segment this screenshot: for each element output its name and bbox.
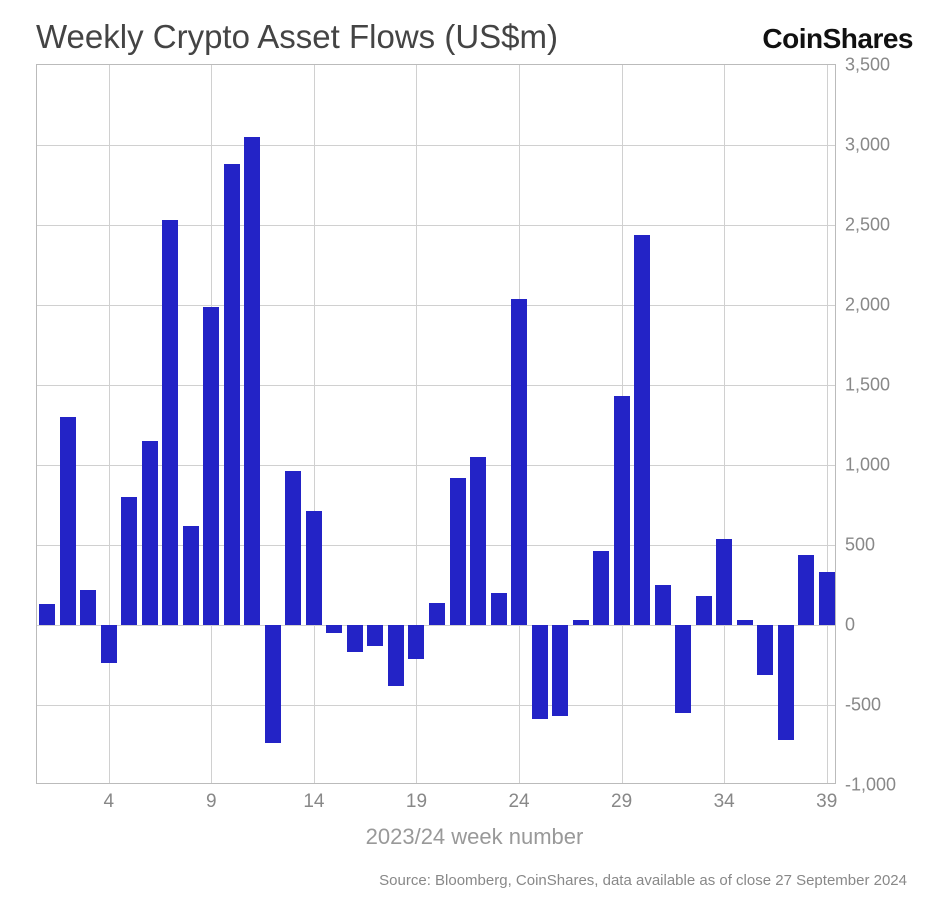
bar: [121, 497, 137, 625]
chart-container: Weekly Crypto Asset Flows (US$m) CoinSha…: [0, 0, 941, 915]
x-tick-label: 19: [406, 791, 427, 813]
bar: [244, 137, 260, 625]
x-tick-label: 29: [611, 791, 632, 813]
x-tick-label: 4: [103, 791, 114, 813]
x-tick-label: 24: [508, 791, 529, 813]
gridline: [37, 145, 835, 146]
gridline: [37, 305, 835, 306]
vertical-gridline: [416, 65, 417, 783]
bar: [614, 396, 630, 625]
bar: [162, 220, 178, 625]
y-tick-label: 1,500: [845, 375, 905, 396]
gridline: [37, 385, 835, 386]
vertical-gridline: [314, 65, 315, 783]
bar: [655, 585, 671, 625]
bar: [39, 604, 55, 625]
bar: [552, 625, 568, 716]
vertical-gridline: [109, 65, 110, 783]
y-tick-label: 0: [845, 615, 905, 636]
bar: [778, 625, 794, 740]
bar: [408, 625, 424, 659]
bar: [224, 164, 240, 625]
vertical-gridline: [827, 65, 828, 783]
bar: [265, 625, 281, 743]
gridline: [37, 225, 835, 226]
bar: [532, 625, 548, 719]
bar: [716, 539, 732, 625]
x-tick-label: 39: [816, 791, 837, 813]
bar: [470, 457, 486, 625]
bar: [798, 555, 814, 625]
bar: [388, 625, 404, 686]
bar: [593, 551, 609, 625]
gridline: [37, 625, 835, 626]
y-tick-label: 500: [845, 535, 905, 556]
bar: [634, 235, 650, 625]
x-axis-title: 2023/24 week number: [36, 824, 913, 850]
bar: [306, 511, 322, 625]
bar: [429, 603, 445, 625]
bar: [183, 526, 199, 625]
bar: [367, 625, 383, 646]
brand-logo: CoinShares: [762, 23, 913, 55]
bar: [511, 299, 527, 625]
bar: [80, 590, 96, 625]
bar: [285, 471, 301, 625]
y-tick-label: -500: [845, 695, 905, 716]
source-line: Source: Bloomberg, CoinShares, data avai…: [36, 872, 913, 889]
chart-wrap: -1,000-50005001,0001,5002,0002,5003,0003…: [36, 64, 913, 784]
bar: [203, 307, 219, 625]
y-tick-label: 3,000: [845, 135, 905, 156]
bar: [491, 593, 507, 625]
y-tick-label: -1,000: [845, 775, 905, 796]
bar: [757, 625, 773, 675]
bar: [675, 625, 691, 713]
chart-title: Weekly Crypto Asset Flows (US$m): [36, 18, 558, 56]
bar: [142, 441, 158, 625]
bar: [737, 620, 753, 625]
bar: [573, 620, 589, 625]
bar: [60, 417, 76, 625]
bar: [819, 572, 835, 625]
y-tick-label: 2,000: [845, 295, 905, 316]
x-tick-label: 9: [206, 791, 217, 813]
header-row: Weekly Crypto Asset Flows (US$m) CoinSha…: [36, 18, 913, 56]
bar: [450, 478, 466, 625]
y-tick-label: 1,000: [845, 455, 905, 476]
bar: [101, 625, 117, 663]
bar: [696, 596, 712, 625]
x-tick-label: 34: [714, 791, 735, 813]
y-tick-label: 2,500: [845, 215, 905, 236]
vertical-gridline: [724, 65, 725, 783]
gridline: [37, 705, 835, 706]
bar: [347, 625, 363, 652]
bar: [326, 625, 342, 633]
x-tick-label: 14: [303, 791, 324, 813]
plot-area: -1,000-50005001,0001,5002,0002,5003,0003…: [36, 64, 836, 784]
y-tick-label: 3,500: [845, 55, 905, 76]
